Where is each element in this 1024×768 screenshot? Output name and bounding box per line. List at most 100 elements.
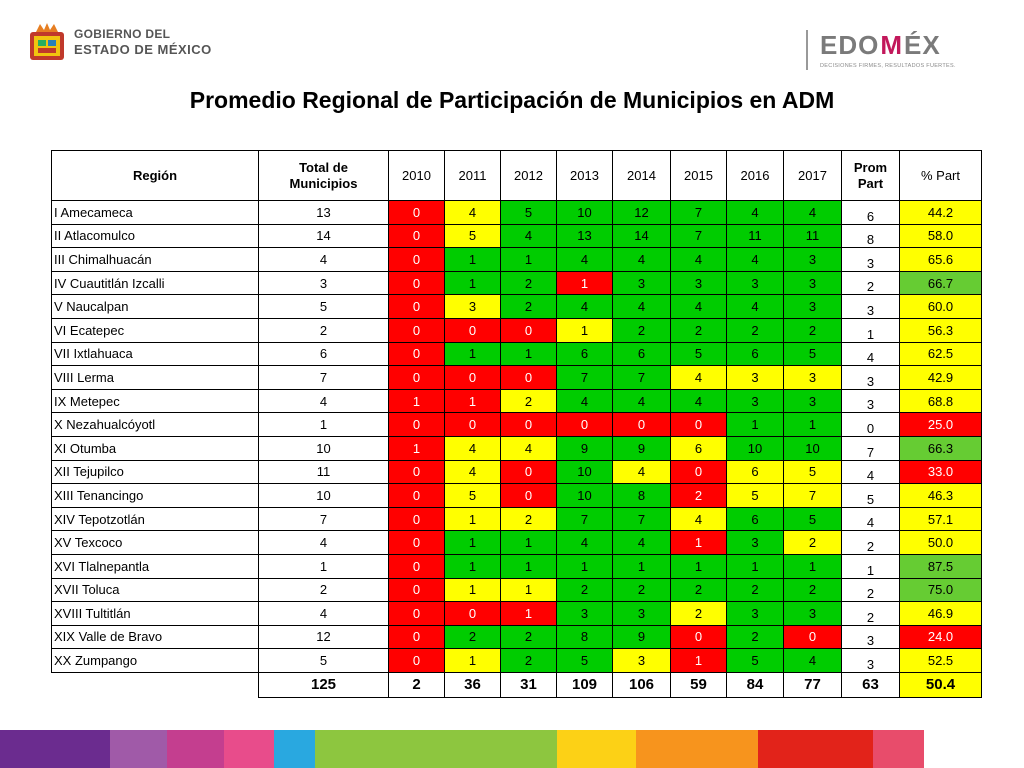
year-value-cell: 0	[500, 365, 557, 390]
year-value-cell: 0	[388, 483, 445, 508]
year-value-cell: 4	[726, 200, 784, 225]
year-value-cell: 1	[556, 317, 613, 343]
logo-divider	[806, 30, 808, 70]
part-cell: 87.5	[899, 553, 982, 579]
year-value-cell: 0	[444, 412, 501, 437]
region-cell: XVI Tlalnepantla	[51, 553, 259, 579]
year-value-cell: 3	[783, 388, 842, 414]
prom-cell: 1	[841, 553, 900, 579]
col-header-prom-line1: Prom	[853, 159, 888, 175]
region-cell: XIV Tepotzotlán	[51, 506, 259, 532]
prom-cell: 8	[841, 223, 900, 249]
region-cell: XX Zumpango	[51, 648, 259, 673]
year-value-cell: 7	[670, 200, 727, 225]
totals-total-cell: 125	[258, 671, 389, 698]
year-value-cell: 1	[444, 270, 501, 296]
total-cell: 5	[258, 294, 389, 319]
state-seal-icon	[28, 22, 66, 62]
table-row: XVIII Tultitlán 4 0 0 1 3 3 2 3 3 2 46.9	[51, 601, 982, 626]
year-value-cell: 0	[783, 624, 842, 650]
year-value-cell: 3	[556, 601, 613, 626]
total-cell: 7	[258, 365, 389, 390]
color-stripe-segment	[315, 730, 391, 768]
year-value-cell: 0	[670, 412, 727, 437]
year-value-cell: 5	[670, 341, 727, 367]
year-value-cell: 1	[500, 577, 557, 603]
year-value-cell: 10	[783, 435, 842, 461]
part-cell: 50.0	[899, 530, 982, 555]
year-value-cell: 1	[444, 506, 501, 532]
year-value-cell: 3	[783, 601, 842, 626]
gov-line-2: ESTADO DE MÉXICO	[74, 42, 212, 57]
table-row: XI Otumba 10 1 4 4 9 9 6 10 10 7 66.3	[51, 435, 982, 461]
total-cell: 4	[258, 530, 389, 555]
year-value-cell: 4	[444, 459, 501, 485]
prom-cell: 0	[841, 412, 900, 437]
region-cell: XV Texcoco	[51, 530, 259, 555]
year-value-cell: 6	[612, 341, 671, 367]
year-value-cell: 11	[783, 223, 842, 249]
part-cell: 33.0	[899, 459, 982, 485]
year-value-cell: 4	[726, 294, 784, 319]
total-cell: 4	[258, 388, 389, 414]
year-value-cell: 4	[670, 365, 727, 390]
part-cell: 60.0	[899, 294, 982, 319]
year-value-cell: 4	[556, 247, 613, 272]
color-stripe-segment	[167, 730, 224, 768]
year-value-cell: 1	[556, 553, 613, 579]
region-cell: XVIII Tultitlán	[51, 601, 259, 626]
table-row: V Naucalpan 5 0 3 2 4 4 4 4 3 3 60.0	[51, 294, 982, 319]
year-value-cell: 5	[444, 483, 501, 508]
year-value-cell: 4	[444, 435, 501, 461]
color-stripe-segment	[873, 730, 924, 768]
year-value-cell: 3	[726, 270, 784, 296]
prom-cell: 5	[841, 483, 900, 508]
year-value-cell: 1	[388, 435, 445, 461]
year-value-cell: 5	[444, 223, 501, 249]
col-header-total-line1: Total de	[299, 159, 348, 175]
col-header-year: 2011	[444, 150, 501, 201]
region-cell: IX Metepec	[51, 388, 259, 414]
participation-table: Región Total de Municipios 2010 2011 2012…	[51, 150, 982, 698]
year-value-cell: 3	[783, 294, 842, 319]
total-cell: 13	[258, 200, 389, 225]
year-value-cell: 1	[444, 553, 501, 579]
year-value-cell: 3	[612, 270, 671, 296]
year-value-cell: 5	[556, 648, 613, 673]
year-value-cell: 7	[556, 506, 613, 532]
part-cell: 58.0	[899, 223, 982, 249]
year-value-cell: 3	[783, 270, 842, 296]
year-value-cell: 13	[556, 223, 613, 249]
prom-cell: 4	[841, 341, 900, 367]
total-cell: 1	[258, 553, 389, 579]
year-value-cell: 0	[388, 601, 445, 626]
year-value-cell: 0	[612, 412, 671, 437]
total-cell: 2	[258, 317, 389, 343]
prom-cell: 4	[841, 506, 900, 532]
year-value-cell: 5	[726, 648, 784, 673]
table-row: IV Cuautitlán Izcalli 3 0 1 2 1 3 3 3 3 2 66.7	[51, 270, 982, 296]
year-value-cell: 3	[444, 294, 501, 319]
year-value-cell: 7	[556, 365, 613, 390]
table-row: XV Texcoco 4 0 1 1 4 4 1 3 2 2 50.0	[51, 530, 982, 555]
year-value-cell: 0	[388, 412, 445, 437]
year-value-cell: 4	[500, 223, 557, 249]
col-header-total-line2: Municipios	[289, 175, 358, 191]
year-value-cell: 11	[726, 223, 784, 249]
year-value-cell: 4	[612, 388, 671, 414]
year-value-cell: 3	[726, 365, 784, 390]
totals-year-cell: 106	[612, 671, 671, 698]
col-header-part: % Part	[899, 150, 982, 201]
totals-year-cell: 84	[726, 671, 784, 698]
col-header-year: 2012	[500, 150, 557, 201]
year-value-cell: 7	[783, 483, 842, 508]
totals-year-cell: 31	[500, 671, 557, 698]
col-header-prom: Prom Part	[841, 150, 900, 201]
total-cell: 4	[258, 247, 389, 272]
year-value-cell: 4	[500, 435, 557, 461]
year-value-cell: 0	[500, 317, 557, 343]
year-value-cell: 2	[500, 270, 557, 296]
year-value-cell: 0	[388, 506, 445, 532]
year-value-cell: 1	[500, 553, 557, 579]
region-cell: X Nezahualcóyotl	[51, 412, 259, 437]
